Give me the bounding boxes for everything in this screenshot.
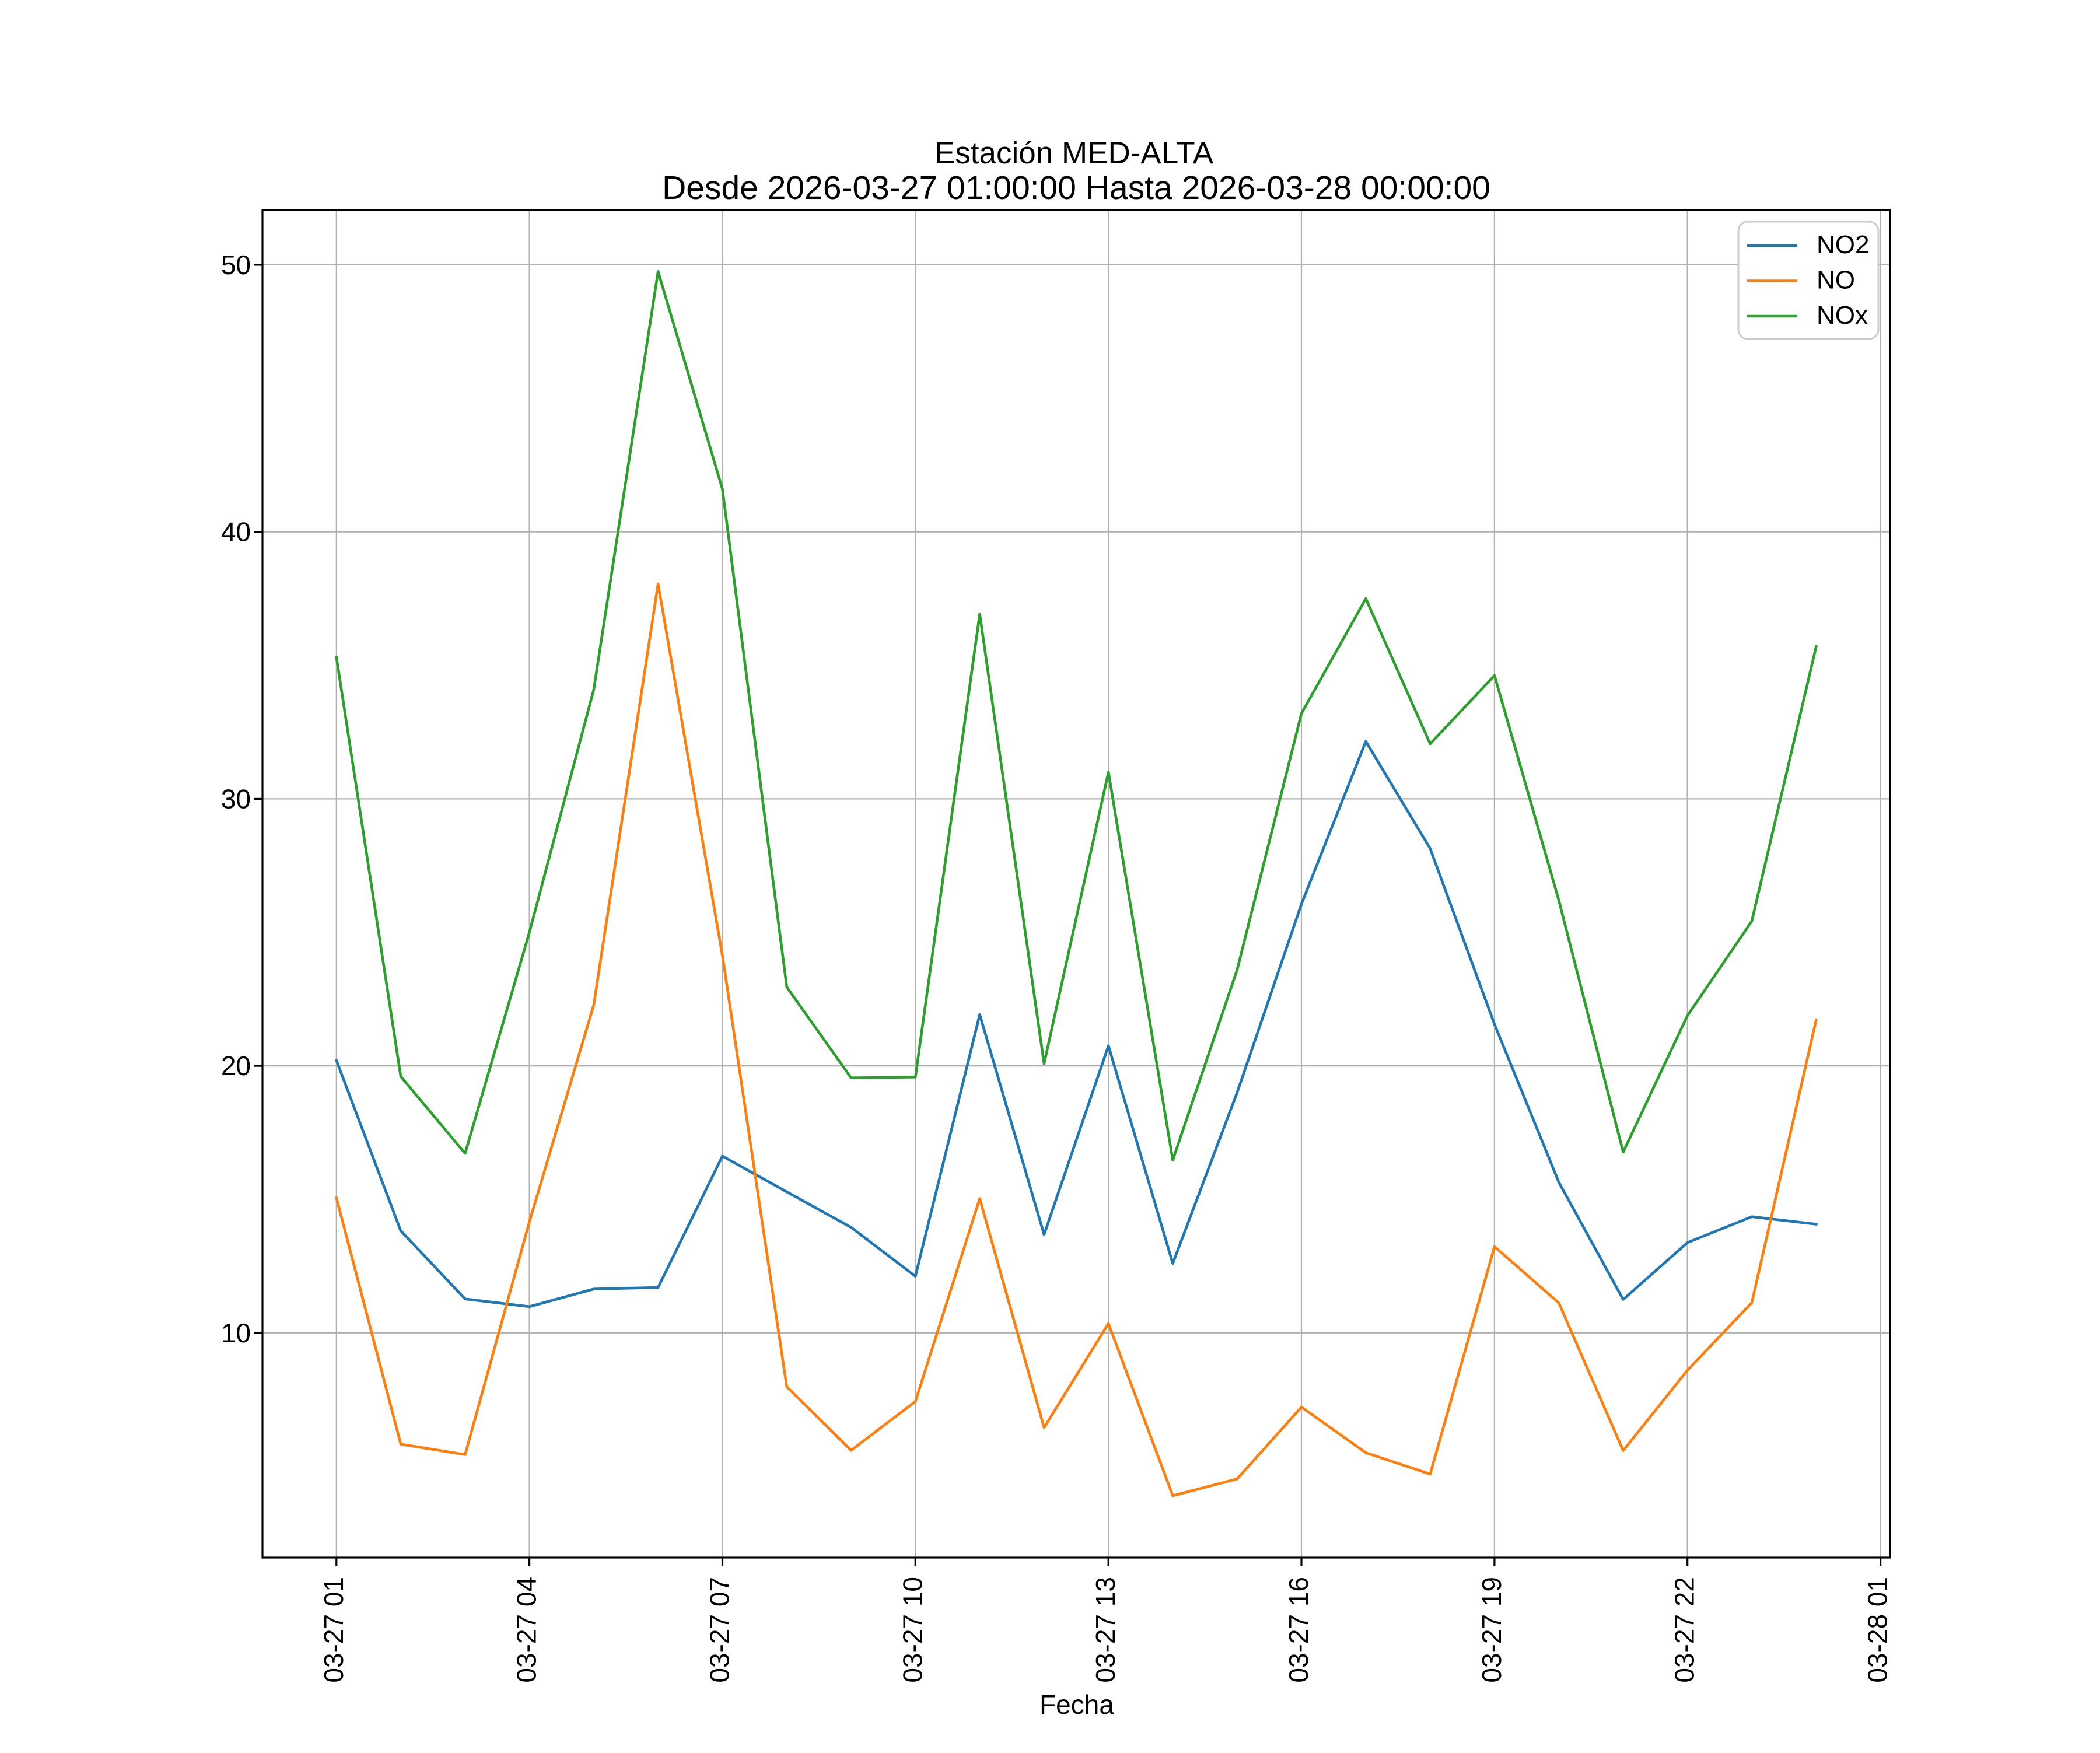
svg-text:Fecha: Fecha bbox=[1040, 1689, 1114, 1720]
svg-text:03-27 04: 03-27 04 bbox=[512, 1577, 542, 1683]
svg-text:10: 10 bbox=[221, 1318, 251, 1348]
svg-text:40: 40 bbox=[221, 517, 251, 547]
svg-text:NO2: NO2 bbox=[1817, 230, 1869, 259]
svg-text:03-27 07: 03-27 07 bbox=[705, 1577, 735, 1683]
svg-text:03-28 01: 03-28 01 bbox=[1863, 1577, 1893, 1683]
svg-text:03-27 10: 03-27 10 bbox=[897, 1577, 928, 1683]
svg-text:20: 20 bbox=[221, 1051, 251, 1081]
svg-text:03-27 19: 03-27 19 bbox=[1476, 1577, 1507, 1683]
svg-text:03-27 13: 03-27 13 bbox=[1090, 1577, 1121, 1683]
svg-text:03-27 16: 03-27 16 bbox=[1283, 1577, 1314, 1683]
svg-text:50: 50 bbox=[221, 250, 251, 280]
svg-text:30: 30 bbox=[221, 783, 251, 814]
svg-text:Estación MED-ALTA: Estación MED-ALTA bbox=[935, 136, 1214, 170]
svg-text:NOx: NOx bbox=[1817, 301, 1868, 330]
svg-text:Desde 2026-03-27 01:00:00 Hast: Desde 2026-03-27 01:00:00 Hasta 2026-03-… bbox=[662, 169, 1490, 207]
svg-text:03-27 22: 03-27 22 bbox=[1670, 1577, 1700, 1683]
svg-text:NO: NO bbox=[1817, 266, 1855, 295]
svg-text:03-27 01: 03-27 01 bbox=[318, 1577, 349, 1683]
